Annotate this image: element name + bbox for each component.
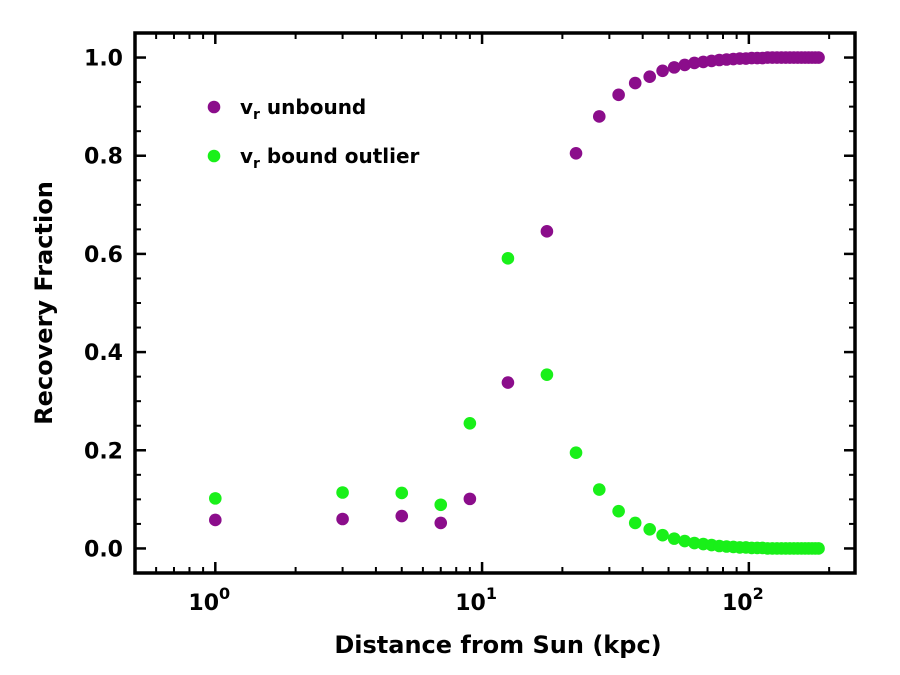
bound-outlier-point xyxy=(540,368,554,381)
unbound-point xyxy=(628,76,642,90)
x-tick-label: 102 xyxy=(722,584,764,616)
unbound-point xyxy=(336,512,349,526)
bound-outlier-point xyxy=(643,523,657,536)
y-tick-label: 1.0 xyxy=(84,47,123,72)
unbound-point xyxy=(643,70,657,83)
x-tick-label: 100 xyxy=(188,584,230,616)
bound-outlier-point xyxy=(678,534,692,548)
bound-outlier-point xyxy=(812,542,825,555)
legend-label: vr unbound xyxy=(240,95,366,123)
tick-labels: 100 101 102 0.0 0.2 0.4 0.6 0.8 1.0 xyxy=(84,47,764,616)
x-tick-label: 101 xyxy=(455,584,497,616)
y-axis-title: Recovery Fraction xyxy=(30,181,58,425)
legend-marker xyxy=(207,149,221,163)
unbound-point xyxy=(569,146,583,160)
bound-outlier-point xyxy=(434,498,448,512)
unbound-point xyxy=(463,492,477,506)
legend-marker xyxy=(207,100,221,114)
unbound-point xyxy=(434,516,448,530)
unbound-point xyxy=(656,64,669,78)
y-tick-label: 0.6 xyxy=(84,243,123,268)
y-tick-label: 0.0 xyxy=(84,537,123,562)
unbound-point xyxy=(540,225,554,238)
unbound-point xyxy=(812,51,825,64)
unbound-point xyxy=(667,61,681,74)
bound-outlier-point xyxy=(336,486,349,499)
legend-label: vr bound outlier xyxy=(240,144,420,172)
bound-outlier-point xyxy=(612,504,625,518)
data-points xyxy=(209,51,825,555)
bound-outlier-point xyxy=(395,486,409,500)
unbound-point xyxy=(501,376,515,389)
unbound-point xyxy=(209,513,222,527)
legend: vr unbound vr bound outlier xyxy=(207,95,420,172)
bound-outlier-point xyxy=(501,252,515,265)
bound-outlier-point xyxy=(463,416,477,430)
unbound-point xyxy=(678,58,692,72)
bound-outlier-point xyxy=(592,483,606,496)
y-tick-label: 0.2 xyxy=(84,439,123,464)
unbound-point xyxy=(395,509,409,523)
x-axis-title: Distance from Sun (kpc) xyxy=(334,631,661,659)
bound-outlier-point xyxy=(628,516,642,530)
bound-outlier-point xyxy=(209,492,222,505)
y-tick-label: 0.4 xyxy=(84,341,123,366)
unbound-point xyxy=(612,88,625,102)
plot-frame xyxy=(133,31,857,575)
bound-outlier-point xyxy=(667,532,681,545)
bound-outlier-point xyxy=(656,528,669,542)
y-tick-label: 0.8 xyxy=(84,145,123,170)
bound-outlier-point xyxy=(569,446,583,460)
unbound-point xyxy=(592,110,606,123)
